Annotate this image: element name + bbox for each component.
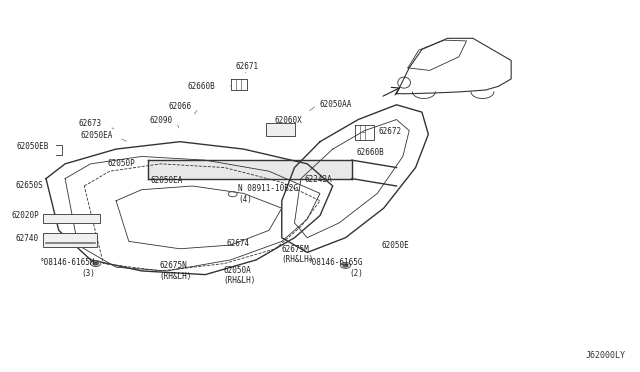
Text: 62050A
(RH&LH): 62050A (RH&LH) (223, 266, 255, 285)
Circle shape (343, 264, 348, 267)
Text: 62242A: 62242A (304, 175, 332, 184)
Text: °08146-6165G
(2): °08146-6165G (2) (308, 258, 364, 278)
Text: 62020P: 62020P (12, 211, 40, 220)
Text: 62671: 62671 (235, 61, 259, 71)
Text: 62050P: 62050P (108, 159, 135, 169)
Text: 62090: 62090 (149, 116, 172, 125)
FancyBboxPatch shape (43, 233, 97, 247)
Text: 62060X: 62060X (274, 116, 302, 125)
Text: 62660B: 62660B (187, 82, 215, 91)
Text: °08146-6165H
(3): °08146-6165H (3) (40, 258, 96, 278)
Text: 62674: 62674 (227, 239, 250, 248)
Text: 62066: 62066 (168, 102, 191, 111)
Text: J62000LY: J62000LY (586, 350, 626, 359)
Text: 62050EB: 62050EB (17, 142, 49, 151)
Text: 62050AA: 62050AA (320, 100, 353, 109)
Text: N 08911-10B2G
(4): N 08911-10B2G (4) (239, 185, 299, 204)
Text: 62050EA: 62050EA (150, 176, 183, 185)
Text: 62050EA: 62050EA (81, 131, 113, 140)
Text: 62673: 62673 (79, 119, 102, 128)
Circle shape (93, 262, 99, 265)
Text: 62740: 62740 (15, 234, 38, 243)
Text: 62675N
(RH&LH): 62675N (RH&LH) (159, 261, 192, 280)
Text: 62660B: 62660B (357, 148, 385, 157)
Text: 62672: 62672 (379, 127, 402, 136)
Text: 62050E: 62050E (381, 241, 409, 250)
Text: 62675M
(RH&LH): 62675M (RH&LH) (282, 245, 314, 264)
FancyBboxPatch shape (43, 214, 100, 223)
Text: 62650S: 62650S (15, 182, 43, 190)
FancyBboxPatch shape (266, 123, 294, 136)
